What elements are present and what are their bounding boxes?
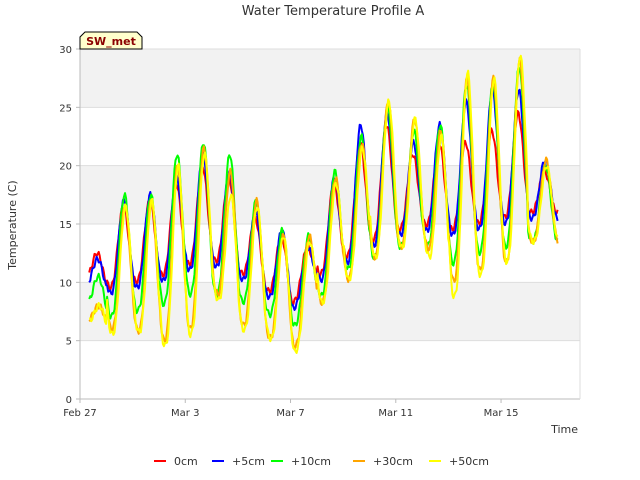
y-tick-label: 25 bbox=[59, 103, 72, 114]
plot-band bbox=[80, 282, 580, 341]
chart-title: Water Temperature Profile A bbox=[242, 4, 425, 19]
y-tick-label: 10 bbox=[59, 278, 72, 289]
sw-met-badge: SW_met bbox=[79, 31, 143, 50]
legend-label: +5cm bbox=[232, 455, 265, 468]
badge-text: SW_met bbox=[86, 35, 136, 48]
series-line-plus-5cm bbox=[88, 87, 559, 311]
legend-label: +50cm bbox=[449, 455, 489, 468]
legend-label: 0cm bbox=[174, 455, 198, 468]
y-tick-label: 5 bbox=[66, 337, 72, 348]
series-line-plus-10cm bbox=[88, 66, 559, 327]
plot-band bbox=[80, 340, 580, 399]
y-tick-label: 20 bbox=[59, 162, 72, 173]
x-axis-label: Time bbox=[550, 423, 578, 436]
axes: 0 5 10 15 20 25 30 Feb 27 Mar 3 Mar 7 Mar 11 Mar 15 bbox=[59, 45, 581, 419]
y-tick-label: 30 bbox=[59, 45, 72, 56]
plot-band bbox=[80, 49, 580, 108]
x-tick-label: Mar 7 bbox=[276, 408, 304, 419]
series-layer bbox=[88, 54, 559, 354]
x-tick-label: Mar 3 bbox=[171, 408, 199, 419]
legend-label: +10cm bbox=[291, 455, 331, 468]
y-tick-label: 0 bbox=[66, 395, 72, 406]
x-tick-label: Feb 27 bbox=[63, 408, 97, 419]
legend: 0cm +5cm +10cm +30cm +50cm bbox=[154, 455, 489, 468]
x-tick-label: Mar 15 bbox=[484, 408, 519, 419]
x-tick-label: Mar 11 bbox=[378, 408, 413, 419]
plot-band bbox=[80, 107, 580, 166]
badge-shape bbox=[79, 31, 143, 50]
y-tick-label: 15 bbox=[59, 220, 72, 231]
series-line-plus-50cm bbox=[89, 54, 559, 354]
y-axis-label: Temperature (C) bbox=[6, 180, 19, 270]
legend-label: +30cm bbox=[373, 455, 413, 468]
series-line-plus-30cm bbox=[88, 56, 559, 351]
